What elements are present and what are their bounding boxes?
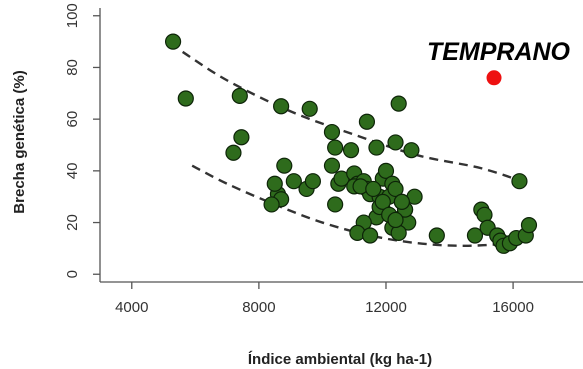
data-point: [361, 227, 379, 244]
lower-bound-curve: [191, 164, 514, 248]
data-point: [327, 139, 344, 156]
y-tick-label: 80: [64, 59, 81, 76]
data-point: [393, 193, 410, 210]
data-point: [342, 142, 360, 159]
chart-title: TEMPRANO: [427, 38, 571, 66]
data-point: [323, 123, 341, 141]
data-points: [164, 33, 538, 254]
data-point: [327, 196, 344, 213]
y-axis-title: Brecha genética (%): [11, 70, 28, 213]
x-axis-title: Índice ambiental (kg ha-1): [248, 351, 432, 368]
data-point: [285, 173, 302, 190]
y-tick-label: 60: [64, 111, 81, 128]
data-point: [358, 113, 376, 130]
data-point: [368, 139, 385, 156]
y-tick-label: 0: [64, 270, 81, 278]
chart-frame: [99, 8, 583, 283]
upper-bound-curve: [181, 50, 530, 185]
data-point: [403, 142, 420, 159]
data-point: [304, 173, 322, 190]
data-point: [374, 193, 391, 210]
x-tick-label: 4000: [115, 299, 148, 316]
x-tick-label: 8000: [242, 299, 275, 316]
data-point: [266, 175, 283, 192]
data-point: [377, 162, 395, 179]
x-axis-ticks: 4000 8000 12000 16000: [115, 282, 534, 316]
y-axis-ticks: 0 20 40 60 80 100: [64, 3, 100, 278]
data-point: [225, 144, 242, 161]
data-point: [387, 134, 404, 151]
highlight-point: [486, 70, 502, 86]
data-point: [520, 217, 538, 234]
data-point: [387, 180, 404, 198]
y-tick-label: 20: [64, 214, 81, 231]
y-tick-label: 40: [64, 163, 81, 180]
x-tick-label: 12000: [365, 299, 407, 316]
data-point: [273, 98, 290, 115]
data-point: [301, 100, 318, 117]
data-point: [276, 157, 293, 174]
data-point: [466, 227, 484, 244]
data-point: [387, 211, 404, 229]
data-point: [365, 180, 382, 198]
data-point: [263, 196, 280, 213]
data-point: [177, 90, 194, 107]
data-point: [323, 157, 341, 174]
y-tick-label: 100: [64, 3, 81, 28]
x-tick-label: 16000: [492, 299, 534, 316]
data-point: [511, 173, 528, 190]
data-point: [390, 95, 407, 112]
data-point: [428, 227, 445, 244]
data-point: [231, 87, 248, 104]
data-point: [233, 129, 250, 146]
data-point: [164, 33, 182, 50]
trend-curves: [181, 50, 530, 248]
